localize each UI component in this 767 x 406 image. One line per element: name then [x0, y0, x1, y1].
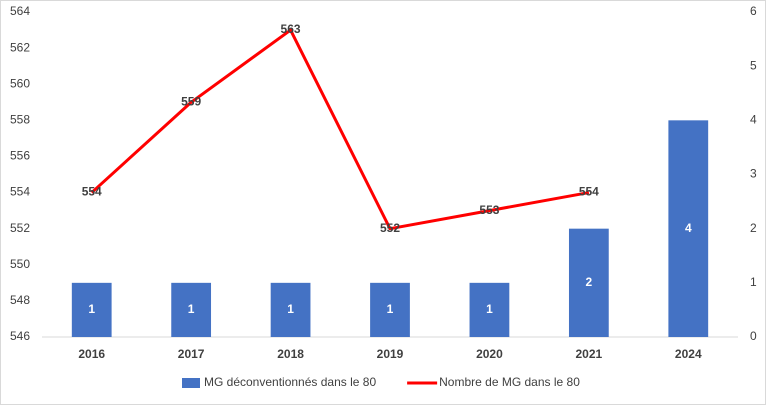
- legend-swatch: [182, 378, 200, 388]
- y2-tick-label: 5: [750, 58, 757, 72]
- line-value-label: 559: [181, 94, 201, 108]
- x-tick-label: 2017: [178, 347, 205, 361]
- y-tick-label: 564: [10, 4, 30, 18]
- bar-value-label: 4: [685, 221, 692, 235]
- line-value-label: 554: [579, 185, 599, 199]
- x-tick-label: 2016: [78, 347, 105, 361]
- y2-tick-label: 0: [750, 329, 757, 343]
- bar-value-label: 2: [586, 275, 593, 289]
- y2-tick-label: 4: [750, 113, 757, 127]
- line-value-label: 552: [380, 221, 400, 235]
- y-tick-label: 562: [10, 40, 30, 54]
- line: [90, 28, 590, 231]
- y-tick-label: 550: [10, 257, 30, 271]
- y-tick-label: 552: [10, 221, 30, 235]
- bar-value-label: 1: [188, 302, 195, 316]
- legend-label: MG déconventionnés dans le 80: [204, 375, 376, 389]
- bar-value-label: 1: [486, 302, 493, 316]
- y-tick-label: 556: [10, 149, 30, 163]
- y-tick-label: 548: [10, 293, 30, 307]
- y2-tick-label: 2: [750, 221, 757, 235]
- bar-value-label: 1: [287, 302, 294, 316]
- line-value-label: 553: [479, 203, 499, 217]
- y2-tick-label: 3: [750, 167, 757, 181]
- line-value-label: 563: [281, 22, 301, 36]
- y-tick-label: 546: [10, 329, 30, 343]
- x-tick-label: 2019: [377, 347, 404, 361]
- bar: [270, 282, 311, 337]
- bar: [370, 282, 410, 337]
- bar: [171, 282, 212, 337]
- bar: [568, 228, 609, 337]
- x-tick-label: 2018: [277, 347, 304, 361]
- y-tick-label: 560: [10, 76, 30, 90]
- bar-value-label: 1: [88, 302, 95, 316]
- x-tick-label: 2020: [476, 347, 503, 361]
- legend-label: Nombre de MG dans le 80: [439, 375, 580, 389]
- line-value-label: 554: [82, 185, 102, 199]
- bar: [469, 282, 510, 337]
- bar-value-label: 1: [387, 302, 394, 316]
- y-tick-label: 554: [10, 185, 30, 199]
- y-tick-label: 558: [10, 113, 30, 127]
- y2-tick-label: 1: [750, 275, 757, 289]
- y2-tick-label: 6: [750, 4, 757, 18]
- x-tick-label: 2021: [576, 347, 603, 361]
- bar: [668, 120, 709, 337]
- x-tick-label: 2024: [675, 347, 702, 361]
- bar: [71, 282, 112, 337]
